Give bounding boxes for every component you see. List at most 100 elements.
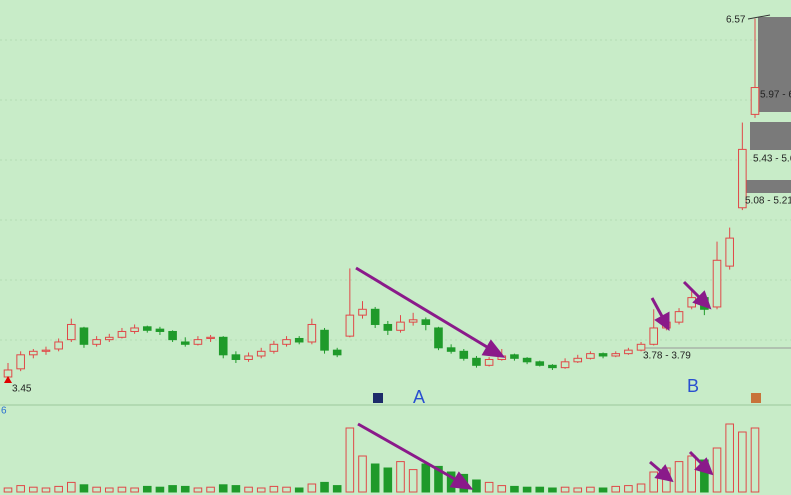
high-label: 6.57 bbox=[726, 15, 746, 26]
candle-body bbox=[459, 350, 469, 359]
volume-bar bbox=[155, 486, 165, 493]
range-label: 5.08 - 5.21 bbox=[745, 196, 791, 207]
volume-bar bbox=[408, 469, 418, 493]
volume-bar bbox=[750, 427, 760, 493]
candle-body bbox=[79, 327, 89, 345]
volume-bar bbox=[624, 485, 633, 493]
volume-bar bbox=[497, 485, 507, 493]
volume-bar bbox=[41, 487, 51, 493]
event-icon bbox=[373, 393, 383, 403]
candle-body bbox=[421, 319, 431, 325]
candle-body bbox=[535, 361, 545, 366]
candle-body bbox=[168, 330, 177, 341]
candle-body bbox=[636, 343, 646, 351]
volume-bar bbox=[218, 484, 228, 493]
candle-body bbox=[332, 349, 342, 356]
volume-bar bbox=[282, 486, 291, 493]
volume-bar bbox=[54, 485, 63, 493]
volume-bar bbox=[67, 481, 76, 493]
volume-bar bbox=[16, 485, 25, 493]
volume-bar bbox=[674, 461, 684, 493]
candle-body bbox=[41, 349, 51, 352]
volume-bar bbox=[79, 484, 89, 493]
volume-bar bbox=[231, 485, 241, 493]
volume-bar bbox=[332, 485, 342, 493]
volume-bar bbox=[345, 427, 355, 493]
annotation: B bbox=[687, 376, 699, 396]
volume-bar bbox=[725, 423, 734, 493]
candle-body bbox=[130, 327, 139, 332]
volume-bar bbox=[3, 487, 13, 493]
candle-body bbox=[320, 329, 329, 351]
range-label: 3.78 - 3.79 bbox=[643, 351, 691, 362]
price-zone bbox=[758, 17, 791, 112]
volume-bar bbox=[142, 485, 152, 493]
volume-bar bbox=[598, 487, 608, 493]
volume-bar bbox=[396, 461, 405, 493]
volume-bar bbox=[206, 486, 215, 493]
candle-body bbox=[117, 330, 127, 338]
volume-bar bbox=[535, 486, 545, 493]
volume-bar bbox=[29, 486, 38, 493]
candle-body bbox=[193, 339, 203, 345]
volume-bar bbox=[370, 463, 380, 493]
candle-body bbox=[206, 336, 215, 339]
low-marker bbox=[4, 376, 12, 383]
volume-bar bbox=[320, 481, 329, 493]
event-icon bbox=[751, 393, 761, 403]
volume-bar bbox=[636, 483, 646, 493]
volume-bar bbox=[307, 483, 317, 493]
range-label: 5.97 - 6 bbox=[760, 90, 791, 101]
candle-body bbox=[54, 341, 63, 350]
candle-body bbox=[383, 323, 393, 331]
candle-body bbox=[573, 357, 583, 363]
volume-bar bbox=[586, 486, 595, 493]
candle-body bbox=[408, 319, 418, 323]
volume-bar bbox=[560, 486, 570, 493]
candle-body bbox=[294, 337, 304, 343]
candle-body bbox=[282, 339, 291, 345]
candle-body bbox=[611, 353, 621, 357]
candle-body bbox=[712, 259, 722, 308]
candle-body bbox=[244, 355, 253, 360]
volume-bar bbox=[130, 487, 139, 493]
volume-label: 6 bbox=[1, 406, 7, 417]
candle-body bbox=[16, 354, 25, 370]
volume-bar bbox=[712, 447, 722, 493]
volume-bar bbox=[256, 487, 266, 493]
candle-body bbox=[484, 358, 494, 366]
volume-bar bbox=[484, 481, 494, 493]
low-label: 3.45 bbox=[12, 384, 32, 395]
price-zone bbox=[742, 180, 791, 193]
candle-body bbox=[269, 343, 279, 352]
dotted-grid bbox=[0, 39, 791, 341]
volume-bar bbox=[358, 455, 367, 493]
candle-body bbox=[396, 321, 405, 331]
candle-body bbox=[231, 354, 241, 360]
price-zone bbox=[750, 122, 791, 150]
volume-bar bbox=[421, 463, 431, 493]
volume-bar bbox=[294, 487, 304, 493]
arrows bbox=[355, 266, 714, 490]
volume-bar bbox=[738, 431, 747, 493]
volume-bar bbox=[472, 479, 481, 493]
volume-bar bbox=[193, 487, 203, 493]
candle-body bbox=[345, 314, 355, 337]
candle-body bbox=[358, 308, 367, 316]
volume-bar bbox=[180, 485, 190, 493]
candle-body bbox=[29, 350, 38, 356]
candle-body bbox=[548, 364, 557, 369]
candle-body bbox=[674, 311, 684, 323]
volume-bar bbox=[269, 485, 279, 493]
candle-body bbox=[142, 326, 152, 331]
volume-bar bbox=[611, 485, 621, 493]
candle-body bbox=[738, 148, 747, 209]
volume-bar bbox=[117, 486, 127, 493]
candle-body bbox=[510, 354, 519, 359]
annotation: A bbox=[413, 387, 425, 407]
candle-body bbox=[370, 308, 380, 325]
volume-bar bbox=[510, 485, 519, 493]
candle-body bbox=[750, 87, 760, 115]
